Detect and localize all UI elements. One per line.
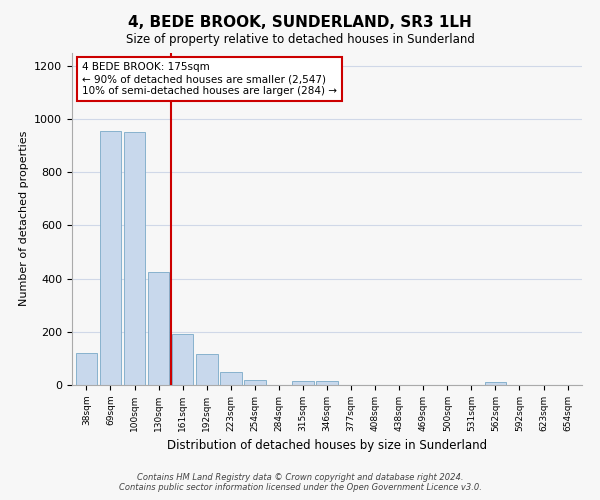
- Bar: [148, 272, 169, 385]
- Bar: [485, 382, 506, 385]
- Text: Contains HM Land Registry data © Crown copyright and database right 2024.
Contai: Contains HM Land Registry data © Crown c…: [119, 473, 481, 492]
- Text: 4 BEDE BROOK: 175sqm
← 90% of detached houses are smaller (2,547)
10% of semi-de: 4 BEDE BROOK: 175sqm ← 90% of detached h…: [82, 62, 337, 96]
- Y-axis label: Number of detached properties: Number of detached properties: [19, 131, 29, 306]
- Bar: [196, 354, 218, 385]
- Bar: [172, 334, 193, 385]
- Bar: [244, 380, 266, 385]
- Bar: [124, 132, 145, 385]
- Bar: [100, 131, 121, 385]
- Text: 4, BEDE BROOK, SUNDERLAND, SR3 1LH: 4, BEDE BROOK, SUNDERLAND, SR3 1LH: [128, 15, 472, 30]
- Bar: [316, 381, 338, 385]
- Text: Size of property relative to detached houses in Sunderland: Size of property relative to detached ho…: [125, 32, 475, 46]
- X-axis label: Distribution of detached houses by size in Sunderland: Distribution of detached houses by size …: [167, 440, 487, 452]
- Bar: [292, 381, 314, 385]
- Bar: [220, 372, 242, 385]
- Bar: [76, 353, 97, 385]
